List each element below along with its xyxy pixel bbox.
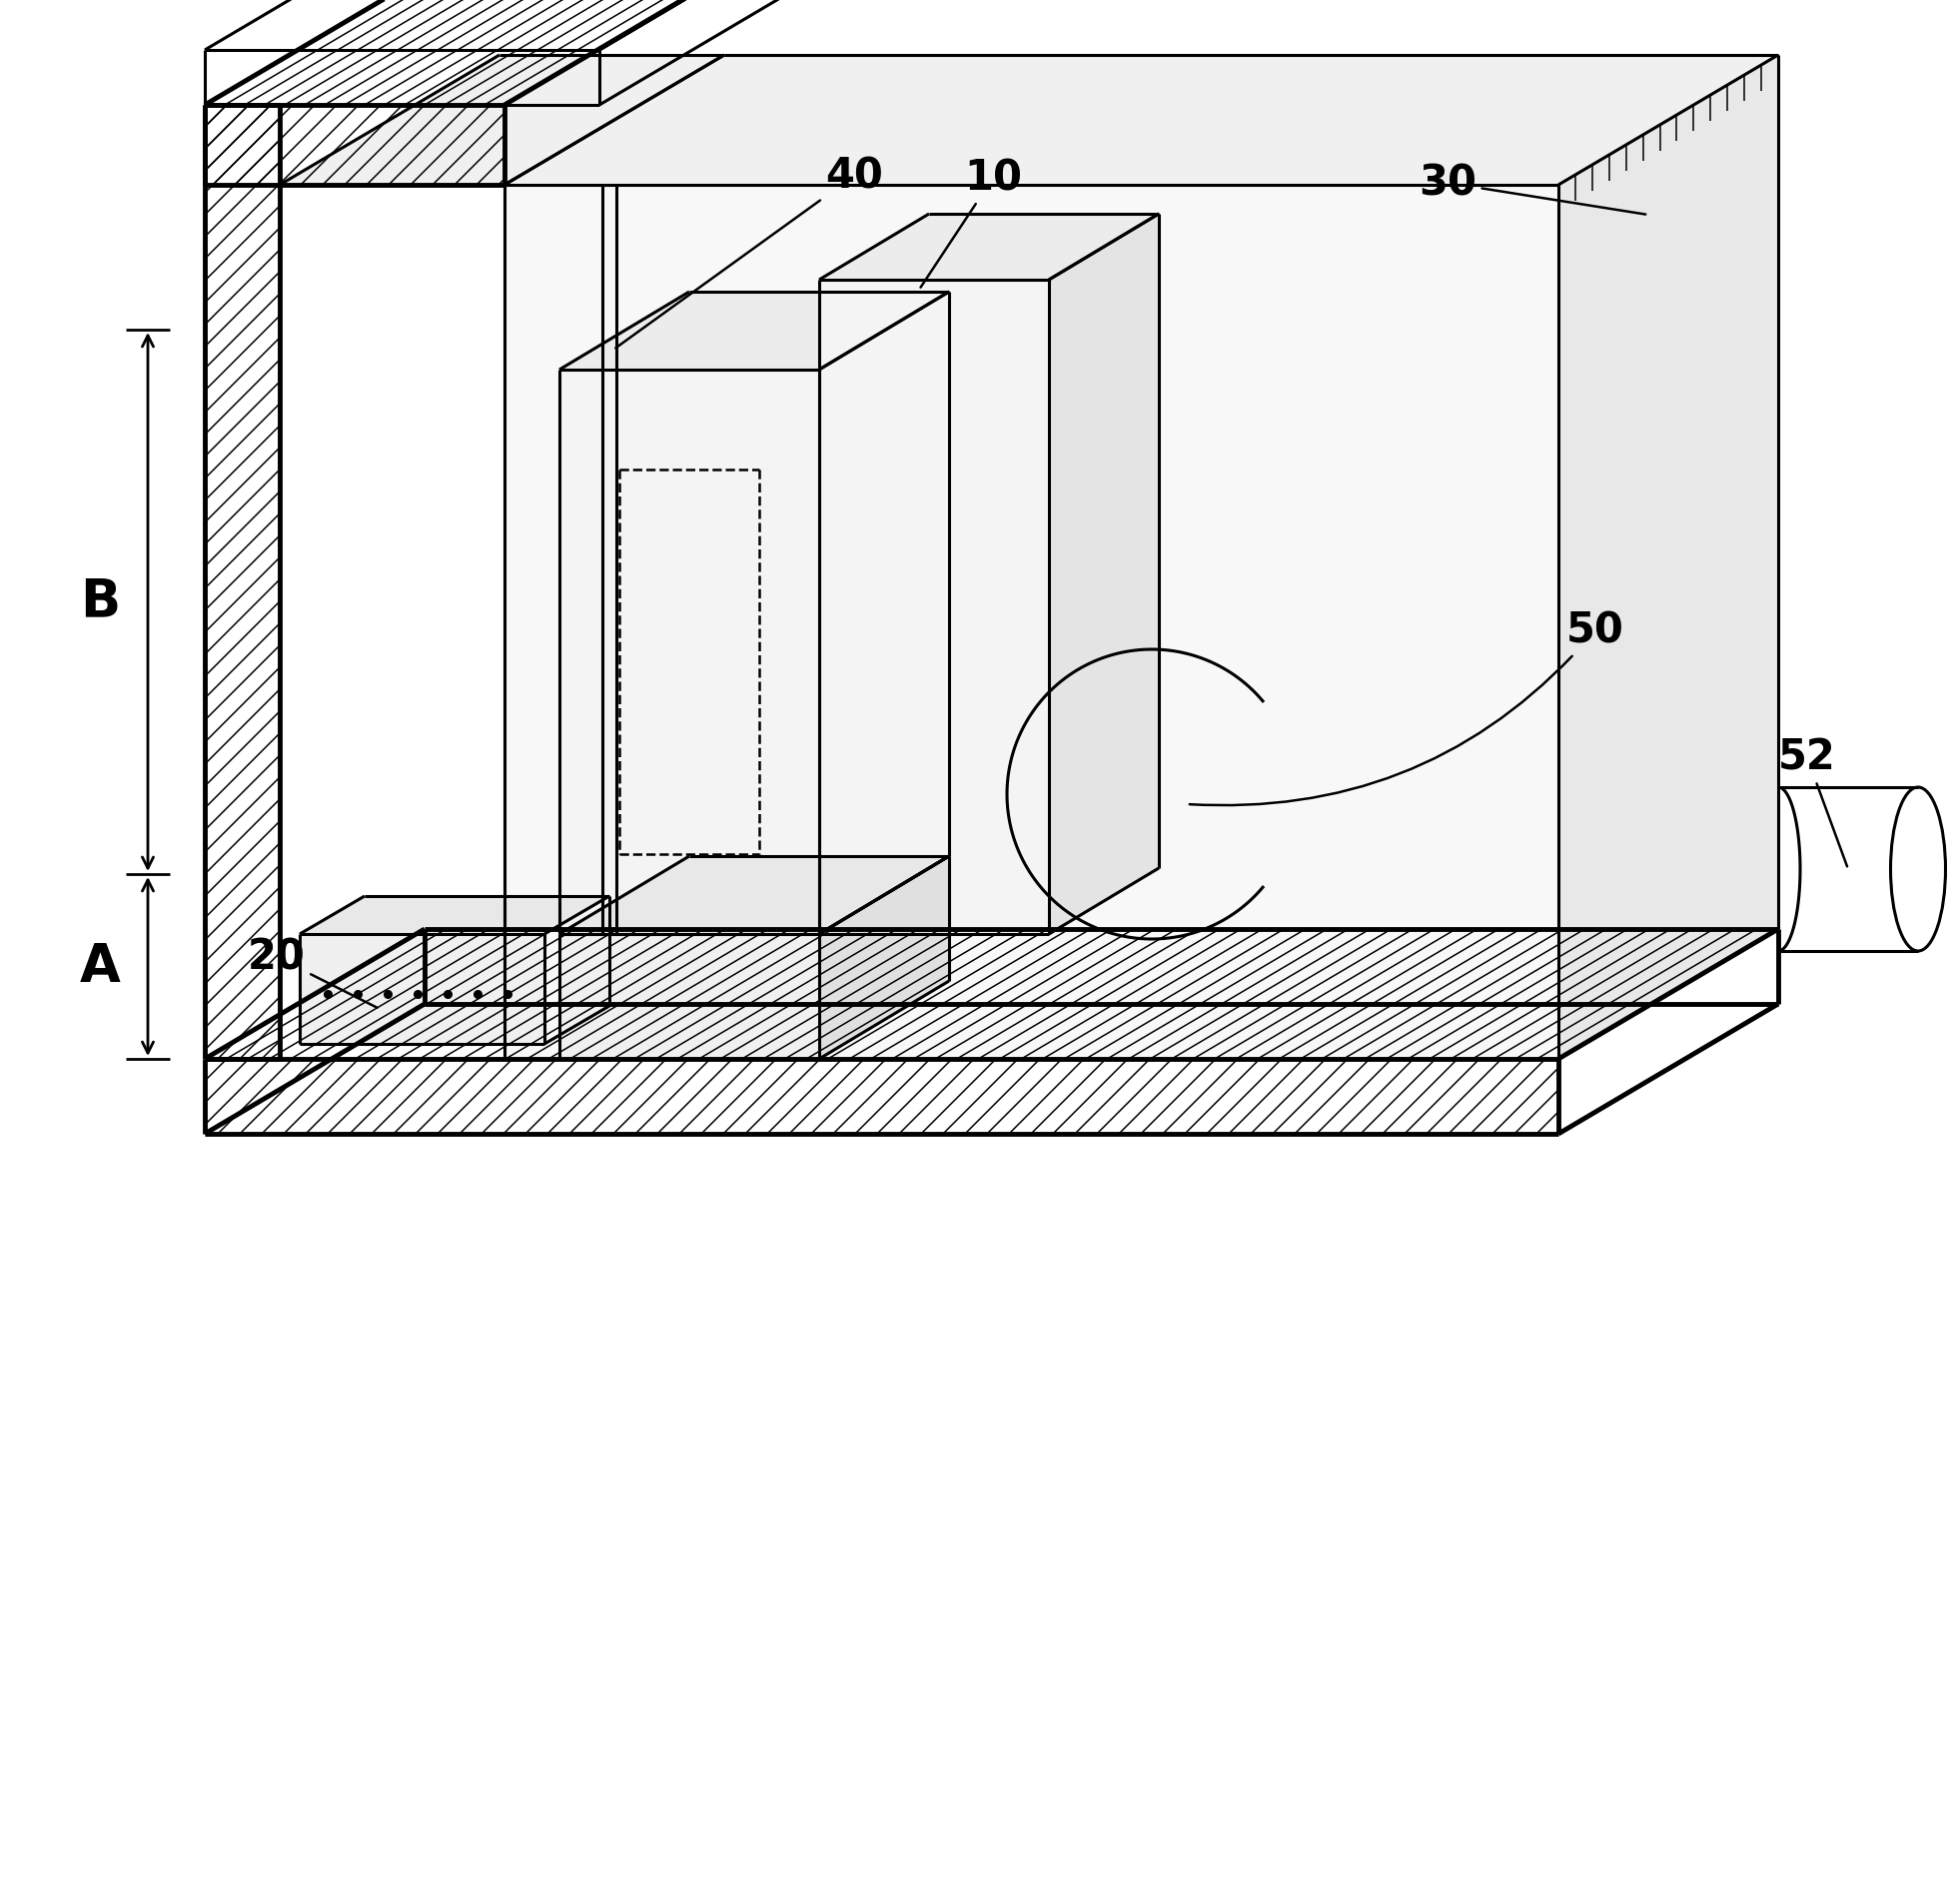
Text: B: B bbox=[80, 576, 120, 627]
Text: 20: 20 bbox=[247, 936, 376, 1008]
Text: 30: 30 bbox=[1419, 161, 1646, 214]
Polygon shape bbox=[819, 214, 1158, 280]
Text: 10: 10 bbox=[921, 157, 1021, 288]
Polygon shape bbox=[300, 934, 545, 1044]
Polygon shape bbox=[559, 934, 819, 1059]
Polygon shape bbox=[559, 292, 949, 369]
Polygon shape bbox=[504, 55, 1778, 186]
Text: 52: 52 bbox=[1778, 737, 1846, 866]
Polygon shape bbox=[819, 856, 949, 1059]
Polygon shape bbox=[1049, 214, 1158, 934]
Text: 40: 40 bbox=[615, 155, 882, 348]
Polygon shape bbox=[300, 896, 610, 934]
Polygon shape bbox=[1558, 55, 1778, 1059]
Polygon shape bbox=[559, 856, 949, 934]
Text: A: A bbox=[80, 941, 120, 992]
Text: 50: 50 bbox=[1190, 610, 1625, 805]
Polygon shape bbox=[559, 369, 819, 934]
Polygon shape bbox=[504, 186, 1558, 1059]
Polygon shape bbox=[819, 280, 1049, 934]
Polygon shape bbox=[280, 55, 725, 186]
Polygon shape bbox=[819, 292, 949, 934]
